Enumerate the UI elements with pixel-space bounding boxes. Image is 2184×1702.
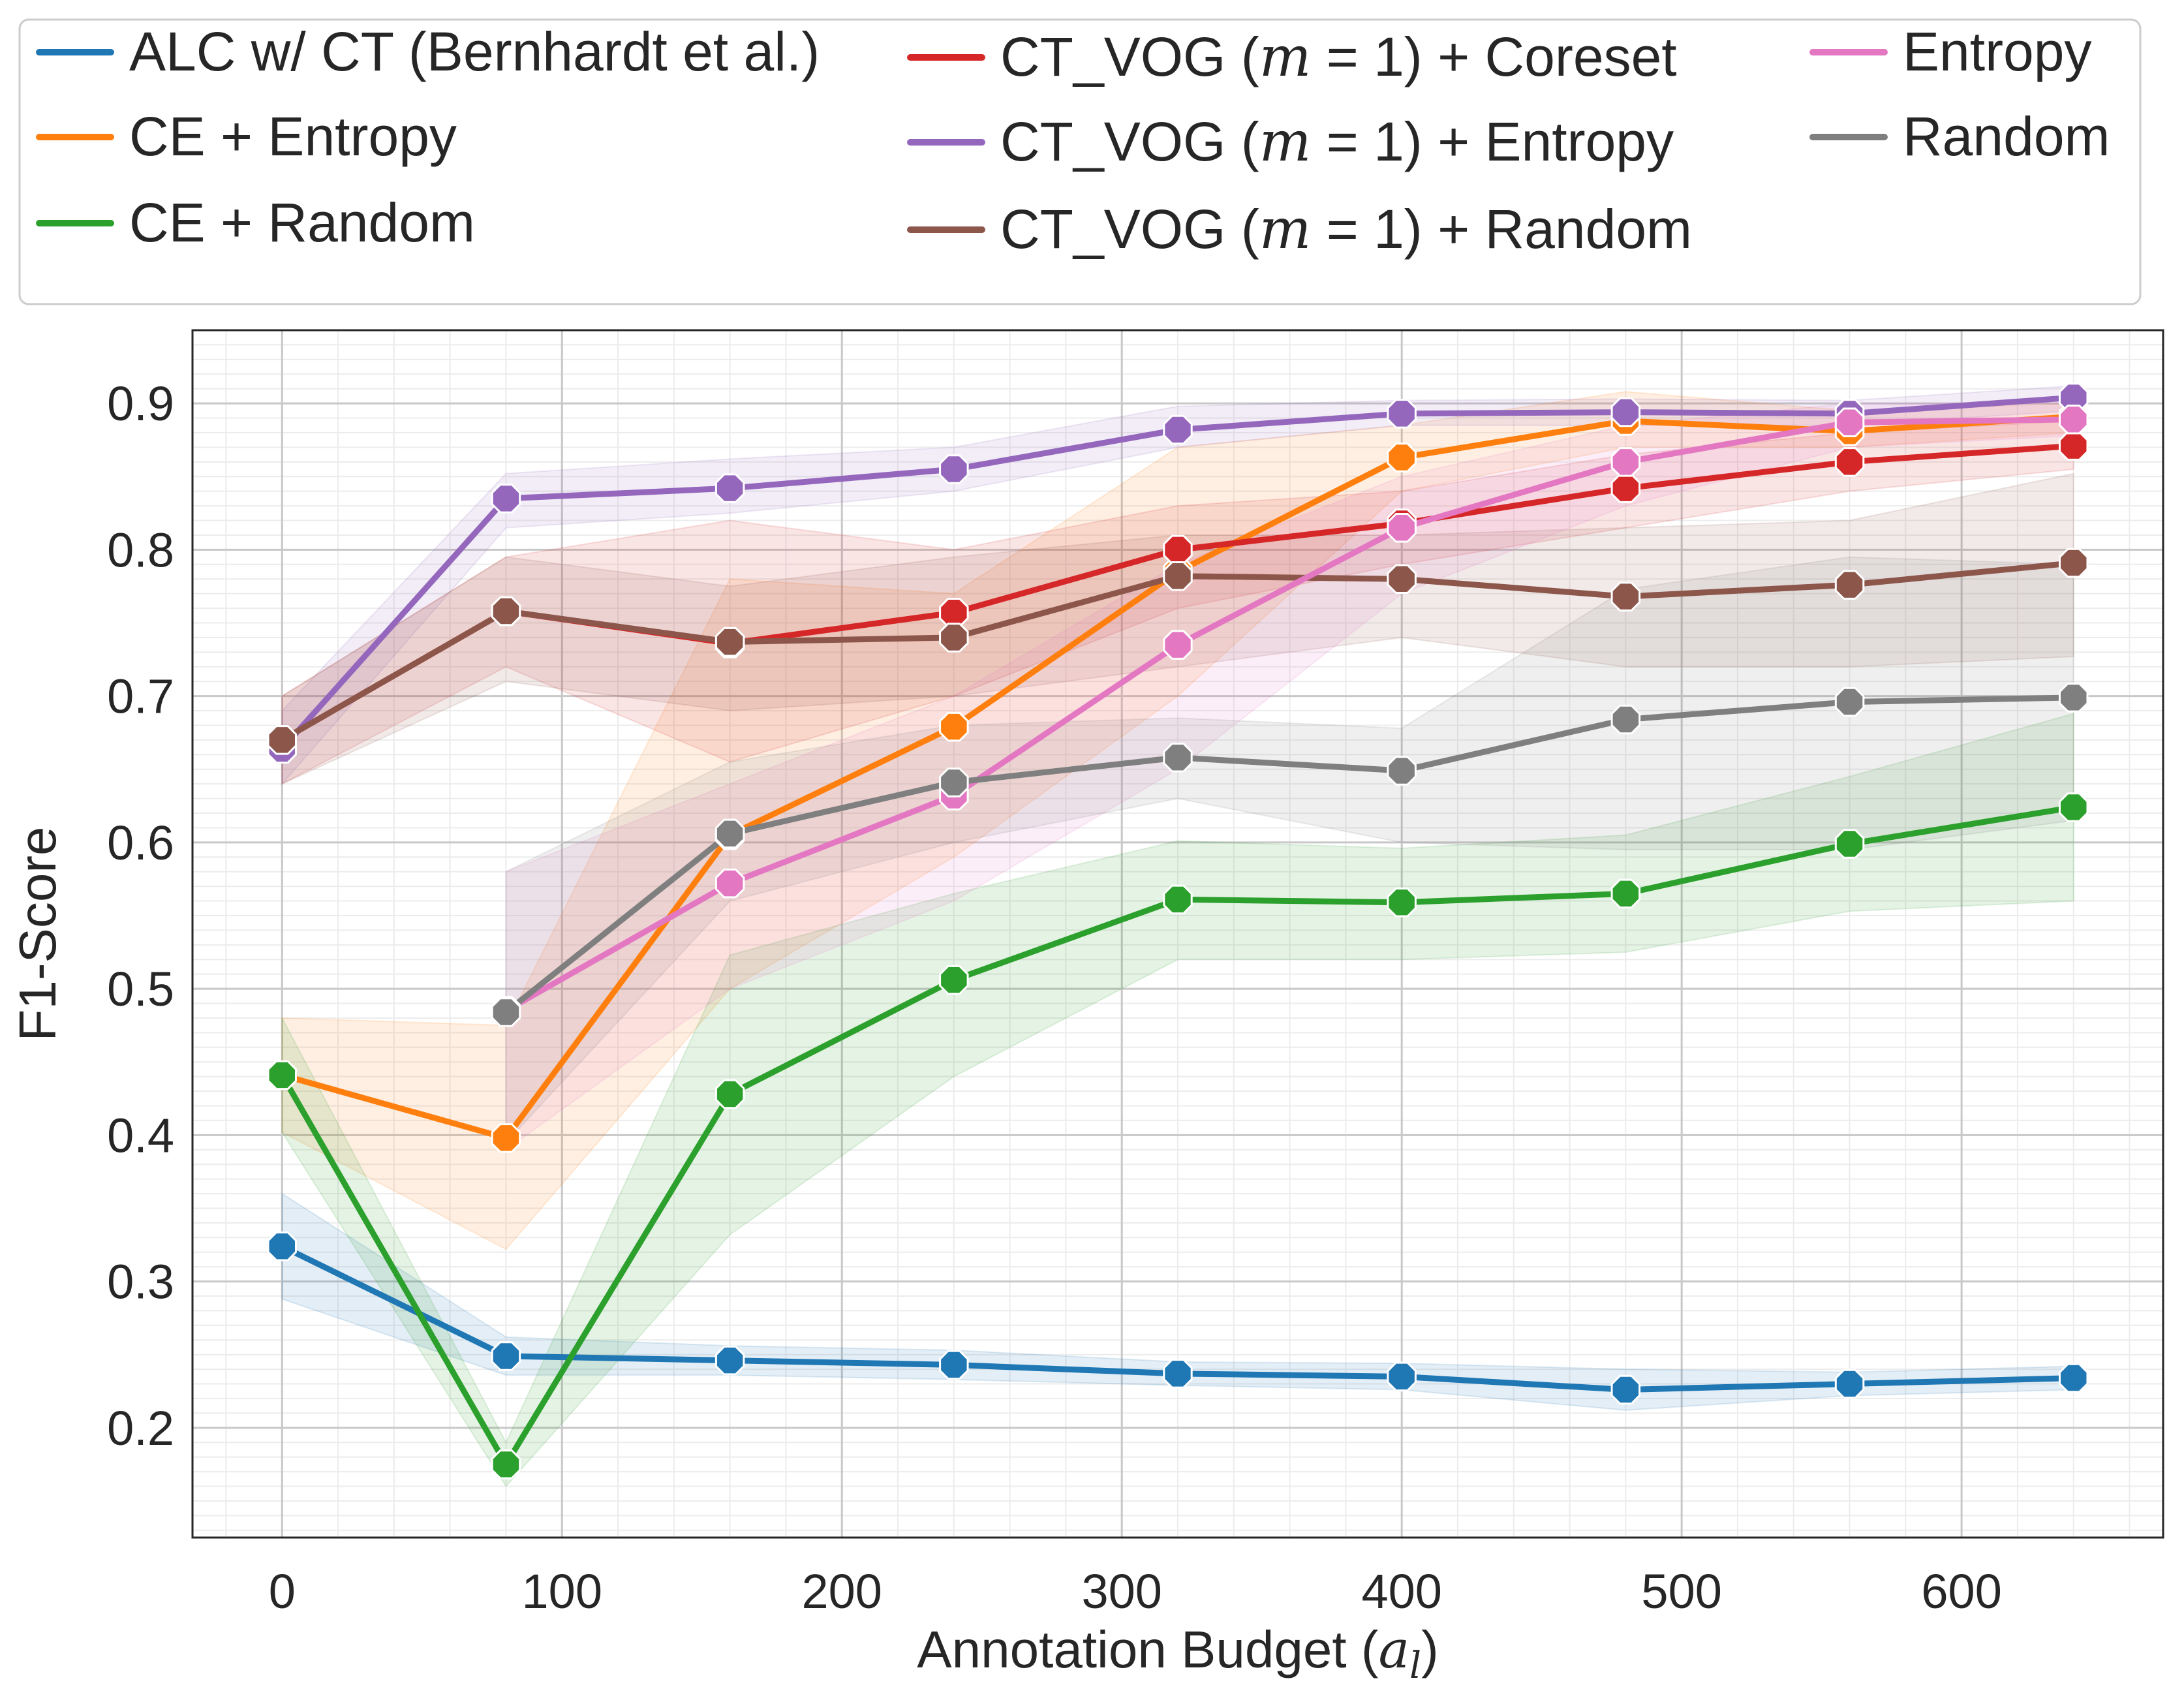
point-ct-vog-m-1-entropy [491, 484, 521, 514]
point-entropy [1610, 447, 1641, 477]
point-ct-vog-m-1-random [267, 725, 297, 755]
point-ce-random [1163, 884, 1193, 915]
point-ct-vog-m-1-coreset [1163, 534, 1193, 565]
band-ct-vog-m-1-coreset [281, 420, 2074, 785]
legend-frame [18, 18, 2142, 305]
x-tick-label: 600 [1921, 1564, 2001, 1618]
point-random [939, 767, 969, 797]
point-random [1387, 756, 1417, 786]
legend-label-ct-vog-m-1-coreset: CT_VOG (m = 1) + Coreset [1000, 25, 1677, 89]
point-random [1163, 743, 1193, 773]
y-tick-label: 0.9 [107, 377, 174, 431]
point-alc-w-ct-bernhardt-et-al [267, 1231, 297, 1261]
x-tick-label: 200 [801, 1564, 882, 1618]
point-ct-vog-m-1-entropy [1610, 397, 1641, 427]
legend-label-ce-random: CE + Random [129, 192, 475, 253]
point-entropy [1163, 630, 1193, 660]
line-random [502, 694, 2077, 1015]
legend: ALC w/ CT (Bernhardt et al.) CE + Entropy… [18, 18, 2142, 305]
y-tick-label: 0.3 [107, 1255, 174, 1309]
point-ce-entropy [939, 711, 969, 742]
y-axis-ticks: 0.2 0.3 0.4 0.5 0.6 0.7 0.8 0.9 [107, 377, 174, 1455]
point-random [715, 818, 745, 849]
point-ct-vog-m-1-random [1610, 581, 1641, 611]
point-alc-w-ct-bernhardt-et-al [1163, 1359, 1193, 1389]
point-alc-w-ct-bernhardt-et-al [491, 1341, 521, 1371]
point-ce-random [1610, 878, 1641, 909]
y-tick-label: 0.7 [107, 670, 174, 724]
legend-label-alc-w-ct-bernhardt-et-al: ALC w/ CT (Bernhardt et al.) [129, 21, 820, 82]
point-entropy [1387, 513, 1417, 543]
legend-label-ct-vog-m-1-entropy: CT_VOG (m = 1) + Entropy [1000, 110, 1674, 174]
legend-label-ce-entropy: CE + Entropy [129, 106, 457, 167]
series-markers [267, 382, 2089, 1479]
y-tick-label: 0.8 [107, 523, 174, 577]
point-ce-random [939, 965, 969, 995]
point-alc-w-ct-bernhardt-et-al [939, 1350, 969, 1380]
x-axis-label: Annotation Budget (al) [917, 1619, 1438, 1687]
point-ct-vog-m-1-coreset [2059, 431, 2089, 461]
point-random [1834, 687, 1865, 717]
point-ct-vog-m-1-coreset [939, 598, 969, 628]
x-tick-label: 300 [1081, 1564, 1161, 1618]
point-ce-entropy [491, 1123, 521, 1153]
point-entropy [715, 868, 745, 899]
point-ce-random [491, 1449, 521, 1479]
legend-label-entropy: Entropy [1903, 21, 2092, 82]
point-ct-vog-m-1-entropy [1387, 399, 1417, 429]
line-entropy [502, 416, 2077, 1014]
point-ct-vog-m-1-random [715, 627, 745, 657]
point-random [1610, 704, 1641, 735]
point-ct-vog-m-1-coreset [1610, 473, 1641, 503]
legend-label-random: Random [1903, 106, 2110, 167]
point-ct-vog-m-1-entropy [715, 473, 745, 503]
band-ct-vog-m-1-random [281, 472, 2074, 785]
point-ct-vog-m-1-random [1163, 561, 1193, 591]
point-alc-w-ct-bernhardt-et-al [1610, 1374, 1641, 1405]
point-ce-entropy [1387, 442, 1417, 472]
x-axis-ticks: 0 100 200 300 400 500 600 [269, 1564, 2002, 1618]
plot-area [191, 329, 2164, 1539]
point-alc-w-ct-bernhardt-et-al [715, 1345, 745, 1376]
point-entropy [1834, 407, 1865, 437]
point-random [491, 997, 521, 1027]
point-alc-w-ct-bernhardt-et-al [1834, 1369, 1865, 1399]
y-axis-label: F1-Score [8, 827, 67, 1042]
point-ct-vog-m-1-entropy [939, 454, 969, 484]
point-ce-random [1387, 888, 1417, 918]
x-tick-label: 0 [269, 1564, 296, 1618]
x-tick-label: 400 [1361, 1564, 1441, 1618]
point-alc-w-ct-bernhardt-et-al [1387, 1361, 1417, 1392]
point-alc-w-ct-bernhardt-et-al [2059, 1363, 2089, 1393]
point-entropy [2059, 405, 2089, 435]
point-ce-random [1834, 829, 1865, 859]
point-ct-vog-m-1-random [2059, 548, 2089, 578]
plot-frame [191, 329, 2164, 1539]
y-tick-label: 0.2 [107, 1401, 174, 1455]
point-ct-vog-m-1-entropy [1163, 414, 1193, 445]
x-tick-label: 100 [522, 1564, 602, 1618]
x-tick-label: 500 [1641, 1564, 1721, 1618]
y-tick-label: 0.5 [107, 962, 174, 1016]
legend-label-ct-vog-m-1-random: CT_VOG (m = 1) + Random [1000, 197, 1692, 261]
major-grid [192, 330, 2163, 1538]
y-tick-label: 0.4 [107, 1108, 174, 1162]
y-tick-label: 0.6 [107, 816, 174, 870]
point-ct-vog-m-1-random [491, 596, 521, 627]
point-random [2059, 683, 2089, 713]
point-ce-random [715, 1079, 745, 1109]
point-ct-vog-m-1-random [1387, 564, 1417, 594]
point-ce-random [267, 1060, 297, 1091]
point-ct-vog-m-1-random [939, 623, 969, 653]
point-ce-random [2059, 792, 2089, 822]
point-ct-vog-m-1-random [1834, 570, 1865, 600]
point-ct-vog-m-1-coreset [1834, 447, 1865, 477]
